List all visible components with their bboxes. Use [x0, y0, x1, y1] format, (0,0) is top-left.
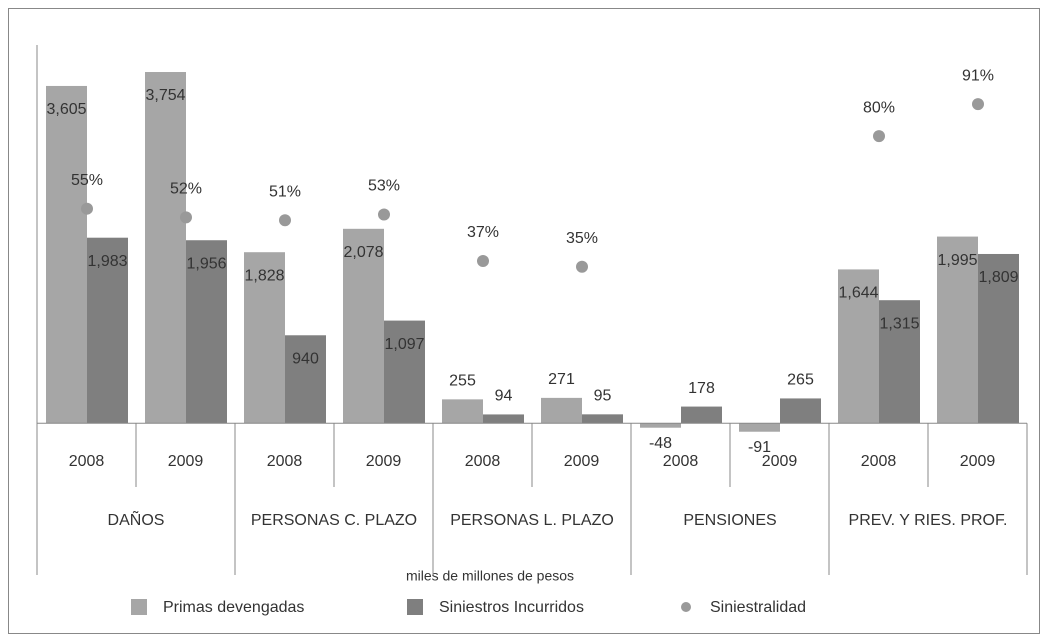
x-axis-label: miles de millones de pesos [406, 568, 574, 584]
scatter-point [477, 254, 489, 267]
data-label: 53% [368, 178, 400, 195]
data-label: 51% [269, 184, 301, 201]
data-label: 3,605 [46, 101, 86, 118]
legend-marker [407, 599, 423, 615]
data-label: 37% [467, 224, 499, 241]
data-label: 3,754 [145, 87, 185, 104]
data-label: 940 [292, 350, 319, 367]
group-label: PERSONAS C. PLAZO [251, 512, 417, 529]
scatter-point [873, 130, 885, 143]
bar [145, 72, 186, 424]
bar [87, 237, 128, 424]
scatter-point [279, 214, 291, 227]
legend-marker [681, 602, 691, 612]
bar [681, 406, 722, 424]
data-label: -91 [748, 439, 771, 456]
data-label: 265 [787, 372, 814, 389]
bar [780, 398, 821, 424]
x-tick-label: 2009 [762, 453, 798, 470]
data-label: 35% [566, 230, 598, 247]
scatter-point [378, 208, 390, 221]
bar [541, 397, 582, 424]
legend-marker [131, 599, 147, 615]
bar [838, 269, 879, 424]
group-label: PREV. Y RIES. PROF. [849, 512, 1008, 529]
bar [384, 320, 425, 424]
group-label: PERSONAS L. PLAZO [450, 512, 614, 529]
x-tick-label: 2008 [861, 453, 897, 470]
data-label: 1,315 [879, 315, 919, 332]
data-label: 91% [962, 67, 994, 84]
data-label: 271 [548, 371, 575, 388]
data-label: 1,983 [87, 253, 127, 270]
bar [244, 252, 285, 424]
bar [640, 423, 681, 428]
data-label: 94 [495, 388, 513, 405]
group-label: DAÑOS [108, 509, 165, 529]
x-tick-label: 2009 [366, 453, 402, 470]
bar [739, 423, 780, 432]
x-tick-label: 2009 [564, 453, 600, 470]
x-tick-label: 2008 [663, 453, 699, 470]
x-tick-label: 2008 [465, 453, 501, 470]
legend-label: Siniestralidad [710, 599, 806, 616]
group-label: PENSIONES [683, 512, 776, 529]
data-label: 1,828 [244, 267, 284, 284]
data-label: 1,956 [186, 255, 226, 272]
legend-label: Primas devengadas [163, 599, 304, 616]
data-label: 55% [71, 172, 103, 189]
bar [879, 300, 920, 424]
bar [186, 240, 227, 424]
data-label: 1,809 [978, 269, 1018, 286]
scatter-point [180, 211, 192, 224]
x-tick-label: 2009 [960, 453, 996, 470]
legend-label: Siniestros Incurridos [439, 599, 584, 616]
bar [937, 236, 978, 424]
data-label: 178 [688, 380, 715, 397]
data-label: 80% [863, 99, 895, 116]
data-label: 1,644 [838, 285, 878, 302]
bar [483, 414, 524, 424]
bar [46, 85, 87, 424]
bar [285, 335, 326, 424]
data-label: 1,097 [384, 336, 424, 353]
bar [978, 253, 1019, 424]
data-label: 95 [594, 388, 612, 405]
data-label: 52% [170, 181, 202, 198]
data-label: 1,995 [937, 252, 977, 269]
data-label: -48 [649, 435, 672, 452]
data-label: 2,078 [343, 244, 383, 261]
data-label: 255 [449, 373, 476, 390]
bar [582, 414, 623, 424]
scatter-point [81, 202, 93, 215]
scatter-point [972, 98, 984, 111]
bar [442, 399, 483, 424]
scatter-point [576, 260, 588, 273]
x-tick-label: 2008 [69, 453, 105, 470]
bar [343, 228, 384, 424]
x-tick-label: 2008 [267, 453, 303, 470]
x-tick-label: 2009 [168, 453, 204, 470]
